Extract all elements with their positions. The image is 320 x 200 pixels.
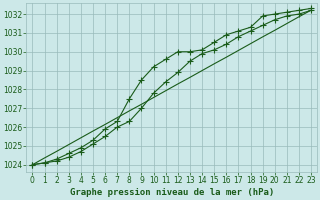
X-axis label: Graphe pression niveau de la mer (hPa): Graphe pression niveau de la mer (hPa) [70, 188, 274, 197]
